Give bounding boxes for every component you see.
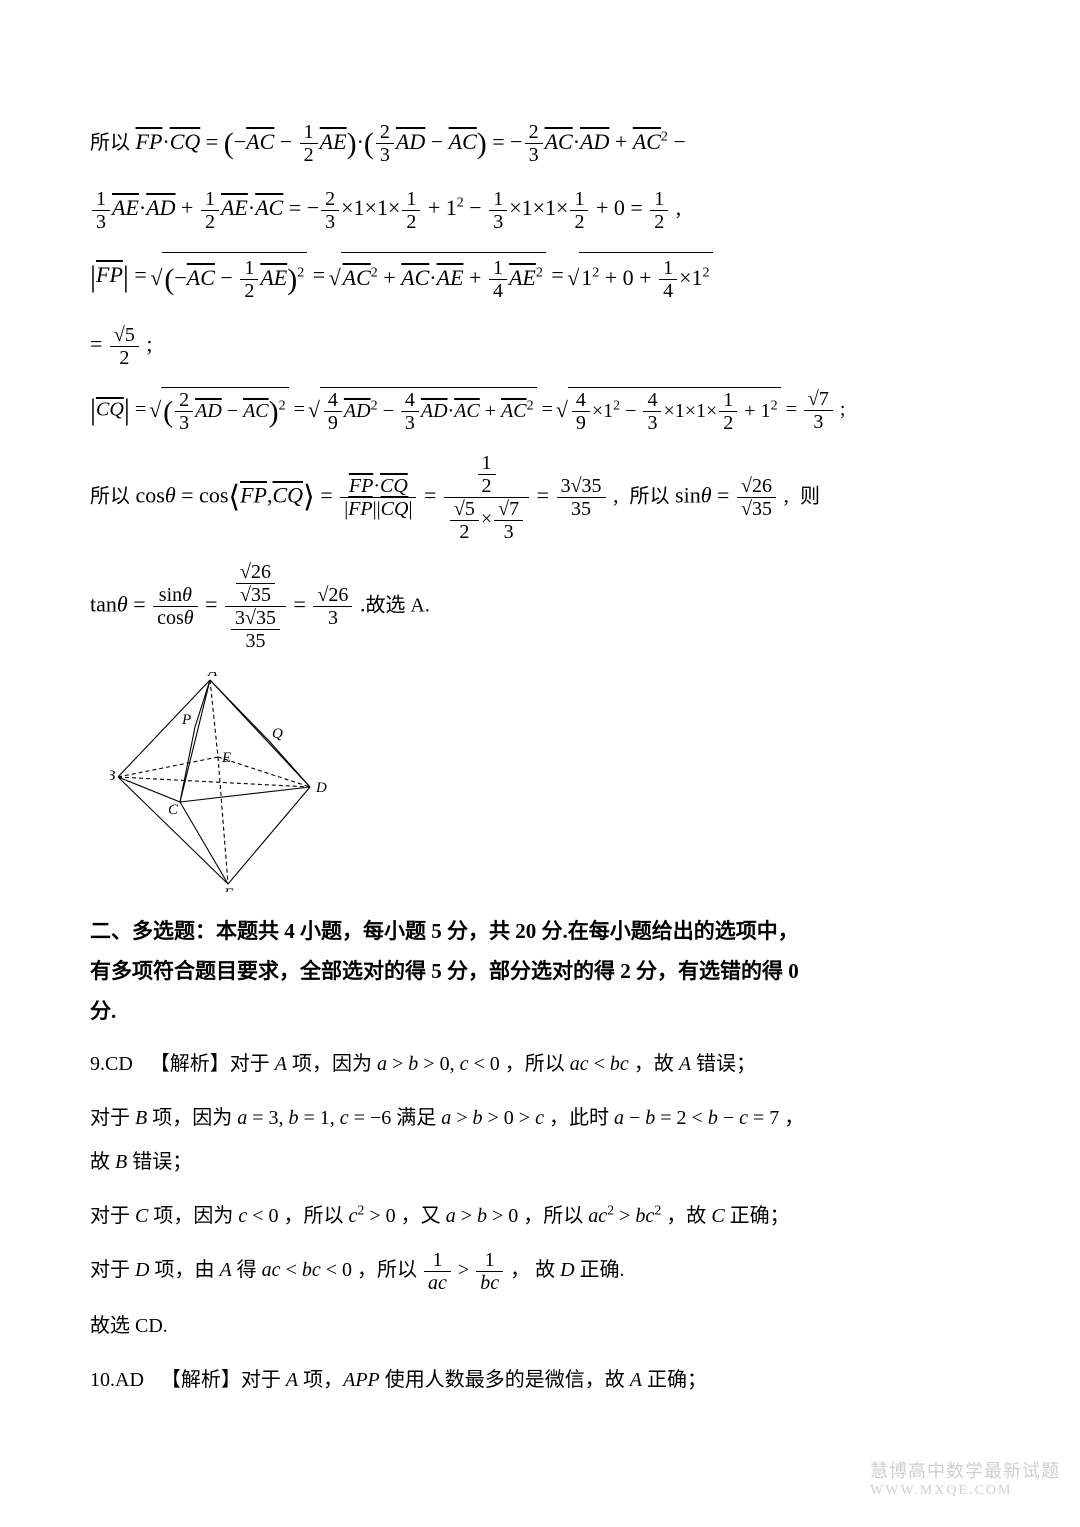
watermark-line1: 慧博高中数学最新试题: [870, 1457, 1060, 1483]
math-line-6: 所以 cosθ = cos⟨FP,CQ⟩ = FP·CQ|FP||CQ| = 1…: [90, 452, 810, 543]
math-line-3: |FP| = (−AC − 12AE)2 = AC2 + AC·AE + 14A…: [90, 251, 810, 302]
math-line-7: tanθ = sinθcosθ = √26√35 3√3535 = √263 .…: [90, 561, 810, 652]
q9-B: 对于 B 项，因为 a = 3, b = 1, c = −6 满足 a > b …: [90, 1096, 810, 1184]
prefix-1: 所以: [90, 132, 130, 154]
math-line-4: = √52 ;: [90, 320, 810, 368]
q10-tag: 【解析】: [161, 1369, 241, 1391]
svg-text:E: E: [221, 750, 231, 766]
watermark: 慧博高中数学最新试题 WWW.MXQE.COM: [870, 1457, 1060, 1499]
q9-D: 对于 D 项，由 A 得 ac < bc < 0 ，所以 1ac > 1bc ，…: [90, 1248, 810, 1294]
svg-text:Q: Q: [272, 726, 283, 742]
svg-text:P: P: [181, 712, 191, 728]
math-line-5: |CQ| = (23AD − AC)2 = 49AD2 − 43AD·AC + …: [90, 387, 810, 435]
svg-text:C: C: [168, 802, 179, 818]
math-line-2: 13AE·AD + 12AE·AC = −23×1×1×12 + 12 − 13…: [90, 184, 810, 232]
q9-end: 故选 CD.: [90, 1304, 810, 1348]
q9-label: 9.CD: [90, 1053, 133, 1075]
section-2-heading: 二、多选题：本题共 4 小题，每小题 5 分，共 20 分.在每小题给出的选项中…: [90, 912, 810, 1032]
octahedron-svg: A B C D E F P Q: [110, 672, 330, 892]
page-root: 所以 FP·CQ = (−AC − 12AE)·(23AD − AC) = −2…: [0, 0, 900, 1472]
q10-line: 10.AD 【解析】对于 A 项，APP 使用人数最多的是微信，故 A 正确；: [90, 1358, 810, 1402]
prefix-6: 所以: [90, 486, 130, 508]
q9-C: 对于 C 项，因为 c < 0 ，所以 c2 > 0 ，又 a > b > 0 …: [90, 1194, 810, 1238]
octahedron-diagram: A B C D E F P Q: [110, 672, 330, 892]
math-line-1: 所以 FP·CQ = (−AC − 12AE)·(23AD − AC) = −2…: [90, 118, 810, 166]
svg-text:B: B: [110, 768, 115, 784]
svg-text:D: D: [315, 780, 327, 796]
svg-text:F: F: [223, 886, 234, 892]
svg-text:A: A: [207, 672, 218, 680]
q9-line-intro: 9.CD 【解析】对于 A 项，因为 a > b > 0, c < 0 ，所以 …: [90, 1042, 810, 1086]
q9-tag: 【解析】: [150, 1053, 230, 1075]
q9-A: 对于 A 项，因为 a > b > 0, c < 0 ，所以 ac < bc ，…: [230, 1053, 756, 1075]
watermark-line2: WWW.MXQE.COM: [870, 1483, 1060, 1499]
q10-label: 10.AD: [90, 1369, 144, 1391]
q10-A: 对于 A 项，APP 使用人数最多的是微信，故 A 正确；: [241, 1369, 707, 1391]
